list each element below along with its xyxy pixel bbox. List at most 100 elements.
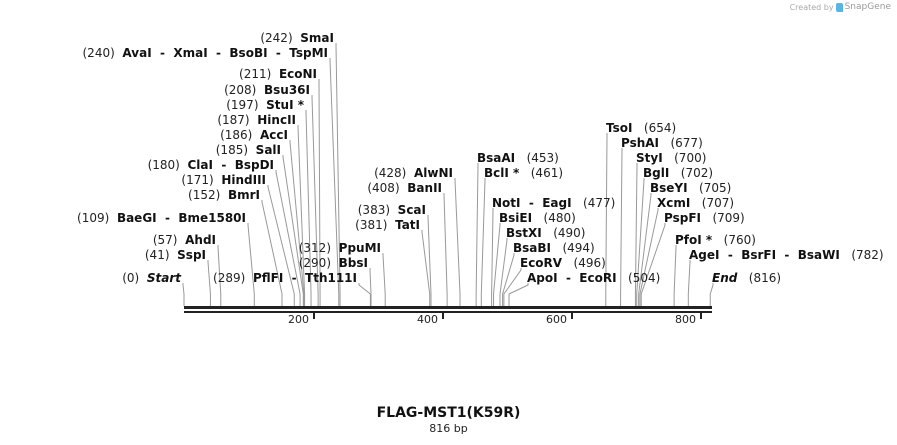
enzyme-name[interactable]: BsaAI bbox=[477, 151, 516, 165]
site-label[interactable]: PspFI (709) bbox=[664, 211, 745, 225]
enzyme-name[interactable]: TsoI bbox=[606, 121, 633, 135]
enzyme-names: BglI bbox=[643, 166, 669, 180]
enzyme-name[interactable]: XcmI bbox=[657, 196, 691, 210]
enzyme-name[interactable]: PshAI bbox=[621, 136, 660, 150]
enzyme-name[interactable]: NotI bbox=[492, 196, 521, 210]
enzyme-name[interactable]: BaeGI bbox=[116, 211, 157, 225]
site-leader-line bbox=[443, 193, 448, 306]
enzyme-name[interactable]: PflFI bbox=[252, 271, 284, 285]
enzyme-name[interactable]: PfoI * bbox=[675, 233, 713, 247]
enzyme-name[interactable]: BseYI bbox=[650, 181, 688, 195]
enzyme-name[interactable]: EcoNI bbox=[278, 67, 317, 81]
site-label[interactable]: (186) AccI bbox=[220, 128, 288, 142]
site-label[interactable]: (109) BaeGI - Bme1580I bbox=[77, 211, 246, 225]
enzyme-names: AhdI bbox=[185, 233, 216, 247]
site-label[interactable]: (289) PflFI - Tth111I bbox=[213, 271, 357, 285]
site-label[interactable]: End (816) bbox=[712, 271, 781, 285]
enzyme-name[interactable]: HincII bbox=[257, 113, 296, 127]
site-label[interactable]: (208) Bsu36I bbox=[224, 83, 310, 97]
site-label[interactable]: (180) ClaI - BspDI bbox=[148, 158, 274, 172]
enzyme-name[interactable]: Tth111I bbox=[305, 271, 357, 285]
site-label[interactable]: (240) AvaI - XmaI - BsoBI - TspMI bbox=[83, 46, 329, 60]
enzyme-name[interactable]: AgeI bbox=[689, 248, 720, 262]
site-label[interactable]: (290) BbsI bbox=[299, 256, 368, 270]
enzyme-name[interactable]: BbsI bbox=[338, 256, 368, 270]
tick-label: 800 bbox=[675, 313, 696, 326]
site-label[interactable]: (381) TatI bbox=[355, 218, 420, 232]
enzyme-name[interactable]: End bbox=[712, 271, 738, 285]
enzyme-name[interactable]: HindIII bbox=[221, 173, 266, 187]
enzyme-name[interactable]: Start bbox=[146, 271, 181, 285]
site-label[interactable]: BsaBI (494) bbox=[513, 241, 595, 255]
enzyme-names: BanII bbox=[407, 181, 442, 195]
enzyme-name[interactable]: AvaI bbox=[122, 46, 152, 60]
enzyme-name[interactable]: TspMI bbox=[289, 46, 328, 60]
enzyme-name[interactable]: BstXI bbox=[506, 226, 542, 240]
site-label[interactable]: BsaAI (453) bbox=[477, 151, 559, 165]
site-position: (41) bbox=[144, 248, 170, 262]
snapgene-credit: Created by SnapGene bbox=[790, 2, 891, 12]
enzyme-name[interactable]: PpuMI bbox=[338, 241, 381, 255]
enzyme-name[interactable]: BsrFI bbox=[741, 248, 777, 262]
site-label[interactable]: PfoI * (760) bbox=[675, 233, 756, 247]
site-label[interactable]: BglI (702) bbox=[643, 166, 713, 180]
enzyme-name[interactable]: StyI bbox=[636, 151, 663, 165]
site-label[interactable]: (211) EcoNI bbox=[239, 67, 317, 81]
site-label[interactable]: (41) SspI bbox=[145, 248, 206, 262]
site-label[interactable]: AgeI - BsrFI - BsaWI (782) bbox=[689, 248, 884, 262]
enzyme-name[interactable]: SalI bbox=[255, 143, 281, 157]
site-label[interactable]: (428) AlwNI bbox=[374, 166, 453, 180]
enzyme-name[interactable]: BglI bbox=[643, 166, 670, 180]
site-label[interactable]: XcmI (707) bbox=[657, 196, 734, 210]
enzyme-name[interactable]: Bsu36I bbox=[264, 83, 310, 97]
site-leader-line bbox=[620, 148, 623, 306]
enzyme-name[interactable]: BspDI bbox=[234, 158, 274, 172]
enzyme-name[interactable]: EcoRI bbox=[579, 271, 617, 285]
site-label[interactable]: (171) HindIII bbox=[181, 173, 266, 187]
site-label[interactable]: (197) StuI * bbox=[226, 98, 304, 112]
site-label[interactable]: (187) HincII bbox=[217, 113, 296, 127]
enzyme-name[interactable]: BsiEI bbox=[499, 211, 533, 225]
site-label[interactable]: BclI * (461) bbox=[484, 166, 563, 180]
enzyme-name[interactable]: ApoI bbox=[527, 271, 558, 285]
site-label[interactable]: BstXI (490) bbox=[506, 226, 585, 240]
enzyme-name[interactable]: AhdI bbox=[185, 233, 216, 247]
site-label[interactable]: (0) Start bbox=[122, 271, 181, 285]
site-label[interactable]: StyI (700) bbox=[636, 151, 706, 165]
site-label[interactable]: PshAI (677) bbox=[621, 136, 703, 150]
site-leader-line bbox=[329, 58, 340, 306]
enzyme-name[interactable]: BsaBI bbox=[513, 241, 551, 255]
enzyme-name[interactable]: Bme1580I bbox=[178, 211, 246, 225]
site-label[interactable]: (408) BanII bbox=[367, 181, 442, 195]
enzyme-name[interactable]: BsoBI bbox=[229, 46, 268, 60]
enzyme-name[interactable]: PspFI bbox=[664, 211, 701, 225]
enzyme-names: ApoI - EcoRI bbox=[527, 271, 617, 285]
site-label[interactable]: BseYI (705) bbox=[650, 181, 731, 195]
site-label[interactable]: (312) PpuMI bbox=[299, 241, 381, 255]
enzyme-name[interactable]: AccI bbox=[260, 128, 288, 142]
site-label[interactable]: (57) AhdI bbox=[153, 233, 216, 247]
enzyme-name[interactable]: BsaWI bbox=[797, 248, 840, 262]
site-label[interactable]: ApoI - EcoRI (504) bbox=[527, 271, 660, 285]
enzyme-name[interactable]: BclI * bbox=[484, 166, 520, 180]
enzyme-name[interactable]: XmaI bbox=[173, 46, 208, 60]
site-label[interactable]: (383) ScaI bbox=[358, 203, 426, 217]
enzyme-name[interactable]: BmrI bbox=[227, 188, 260, 202]
site-label[interactable]: (185) SalI bbox=[216, 143, 281, 157]
enzyme-name[interactable]: EcoRV bbox=[520, 256, 563, 270]
enzyme-name[interactable]: SspI bbox=[177, 248, 206, 262]
site-label[interactable]: TsoI (654) bbox=[606, 121, 676, 135]
enzyme-name[interactable]: SmaI bbox=[300, 31, 334, 45]
enzyme-name[interactable]: BanII bbox=[407, 181, 442, 195]
site-label[interactable]: EcoRV (496) bbox=[520, 256, 606, 270]
enzyme-name[interactable]: EagI bbox=[542, 196, 572, 210]
enzyme-name[interactable]: TatI bbox=[395, 218, 420, 232]
enzyme-name[interactable]: StuI * bbox=[266, 98, 304, 112]
enzyme-name[interactable]: AlwNI bbox=[414, 166, 453, 180]
site-label[interactable]: BsiEI (480) bbox=[499, 211, 576, 225]
enzyme-name[interactable]: ScaI bbox=[397, 203, 426, 217]
site-label[interactable]: (152) BmrI bbox=[188, 188, 260, 202]
enzyme-name[interactable]: ClaI bbox=[187, 158, 213, 172]
site-label[interactable]: (242) SmaI bbox=[260, 31, 334, 45]
site-label[interactable]: NotI - EagI (477) bbox=[492, 196, 615, 210]
